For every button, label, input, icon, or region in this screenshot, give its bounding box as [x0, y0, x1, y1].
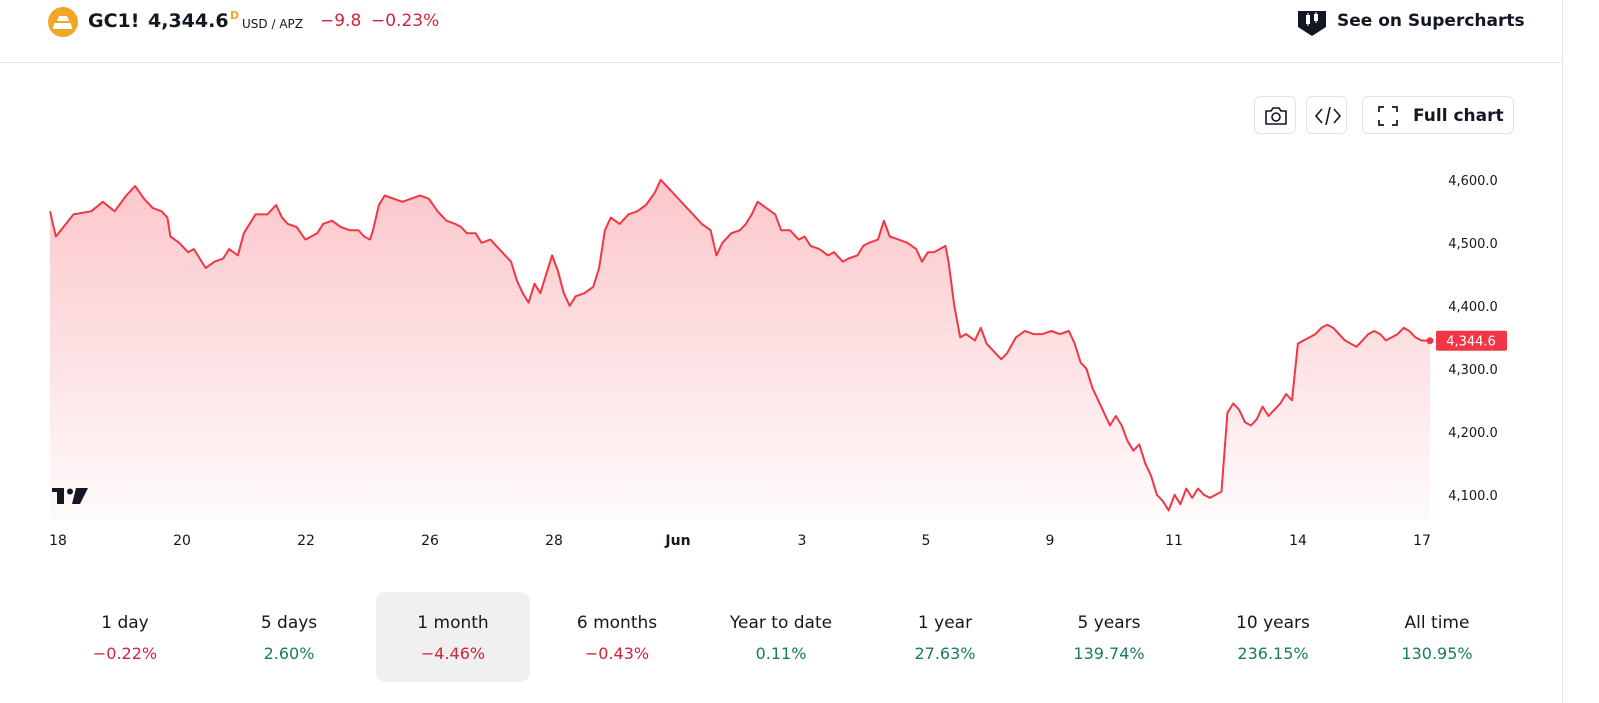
symbol-header: GC1! 4,344.6 D USD / APZ −9.8 −0.23% See… — [0, 0, 1562, 63]
period-change: 2.60% — [263, 644, 315, 663]
period-change: 27.63% — [914, 644, 976, 663]
period-label: 6 months — [576, 613, 658, 633]
period-1-month[interactable]: 1 month −4.46% — [376, 592, 530, 682]
snapshot-button[interactable] — [1254, 96, 1296, 134]
period-label: 5 years — [1077, 613, 1141, 633]
fullscreen-icon — [1378, 106, 1398, 126]
right-border — [1562, 0, 1563, 703]
y-tick-label: 4,200.0 — [1448, 426, 1498, 441]
period-label: All time — [1404, 613, 1470, 633]
x-tick-label: 11 — [1165, 533, 1183, 549]
period-all-time[interactable]: All time 130.95% — [1360, 592, 1514, 682]
currency-label: USD / APZ — [242, 17, 303, 31]
period-change: −0.22% — [92, 644, 158, 663]
price-superscript: D — [230, 9, 240, 22]
period-1-day[interactable]: 1 day −0.22% — [48, 592, 202, 682]
y-tick-label: 4,600.0 — [1448, 174, 1498, 189]
period-5-days[interactable]: 5 days 2.60% — [212, 592, 366, 682]
last-price-badge — [1436, 330, 1507, 351]
period-year-to-date[interactable]: Year to date 0.11% — [704, 592, 858, 682]
x-tick-label: Jun — [664, 533, 690, 549]
supercharts-label: See on Supercharts — [1337, 11, 1525, 31]
full-chart-button[interactable]: Full chart — [1362, 96, 1514, 134]
price-change-percent: −0.23% — [371, 11, 440, 31]
tradingview-logo-icon[interactable] — [52, 488, 88, 504]
full-chart-label: Full chart — [1413, 106, 1504, 126]
y-tick-label: 4,300.0 — [1448, 363, 1498, 378]
period-change: 139.74% — [1073, 644, 1145, 663]
supercharts-icon — [1296, 9, 1328, 41]
period-label: Year to date — [729, 613, 833, 633]
x-tick-label: 20 — [173, 533, 191, 549]
period-selector: 1 day −0.22% 5 days 2.60% 1 month −4.46%… — [0, 592, 1562, 682]
period-label: 1 month — [417, 613, 489, 633]
x-tick-label: 18 — [49, 533, 67, 549]
period-1-year[interactable]: 1 year 27.63% — [868, 592, 1022, 682]
price-area-fill — [50, 179, 1430, 521]
price-chart[interactable]: 4,600.0 4,500.0 4,400.0 4,300.0 4,200.0 4,100… — [0, 140, 1562, 560]
period-change: 130.95% — [1401, 644, 1473, 663]
period-label: 1 year — [917, 613, 973, 633]
y-tick-label: 4,400.0 — [1448, 300, 1498, 315]
x-tick-label: 14 — [1289, 533, 1307, 549]
x-tick-label: 3 — [798, 533, 807, 549]
price-line — [49, 178, 1431, 512]
x-tick-label: 22 — [297, 533, 315, 549]
price-change: −9.8 — [320, 11, 362, 31]
x-tick-label: 5 — [922, 533, 931, 549]
x-tick-label: 9 — [1046, 533, 1055, 549]
period-10-years[interactable]: 10 years 236.15% — [1196, 592, 1350, 682]
last-price-dot — [1426, 337, 1434, 345]
y-tick-label: 4,500.0 — [1448, 237, 1498, 252]
last-price-label: 4,344.6 — [1446, 335, 1496, 350]
period-label: 10 years — [1236, 613, 1310, 633]
x-tick-label: 28 — [545, 533, 563, 549]
camera-icon — [1265, 107, 1287, 125]
period-label: 1 day — [101, 613, 149, 633]
code-icon — [1314, 106, 1342, 126]
period-change: −0.43% — [584, 644, 650, 663]
period-6-months[interactable]: 6 months −0.43% — [540, 592, 694, 682]
period-change: −4.46% — [420, 644, 486, 663]
period-change: 0.11% — [755, 644, 807, 663]
gold-logo-icon — [48, 7, 78, 37]
period-change: 236.15% — [1237, 644, 1309, 663]
symbol-price: 4,344.6 — [148, 10, 229, 32]
x-tick-label: 26 — [421, 533, 439, 549]
x-tick-label: 17 — [1413, 533, 1431, 549]
symbol-name[interactable]: GC1! — [88, 10, 140, 32]
period-label: 5 days — [260, 613, 318, 633]
y-tick-label: 4,100.0 — [1448, 489, 1498, 504]
period-5-years[interactable]: 5 years 139.74% — [1032, 592, 1186, 682]
embed-code-button[interactable] — [1306, 96, 1347, 134]
